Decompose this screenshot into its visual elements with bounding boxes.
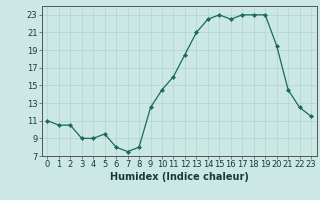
X-axis label: Humidex (Indice chaleur): Humidex (Indice chaleur)	[110, 172, 249, 182]
